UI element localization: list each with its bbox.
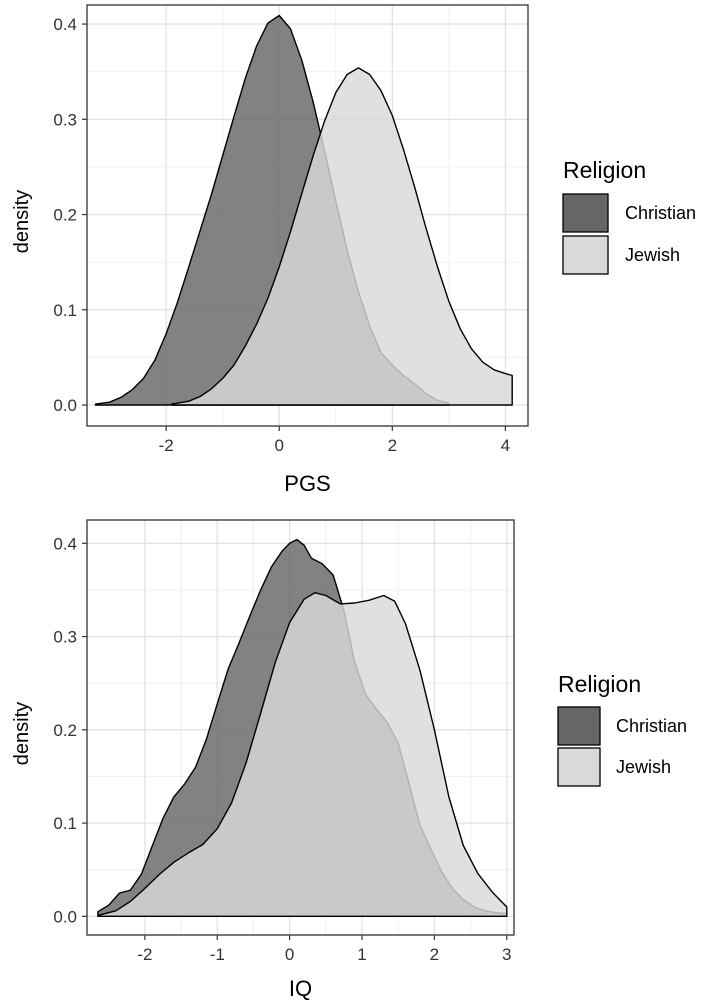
chart-panel-2 [82, 519, 601, 940]
y-tick-label: 0.2 [53, 206, 77, 225]
x-tick-label: 2 [430, 945, 439, 964]
y-axis-title: density [11, 190, 33, 253]
y-tick-label: 0.4 [53, 534, 77, 553]
x-axis-title: IQ [289, 976, 312, 1000]
legend-key-jewish [557, 747, 601, 787]
y-axis-title: density [11, 702, 33, 765]
legend-key-christian [562, 193, 609, 233]
plot-border [86, 4, 529, 427]
y-tick-label: 0.1 [53, 301, 77, 320]
chart-panel-1 [82, 4, 609, 431]
x-tick-label: 3 [502, 945, 511, 964]
x-tick-label: 4 [501, 436, 510, 455]
y-tick-label: 0.2 [53, 721, 77, 740]
x-axis-title: PGS [284, 471, 330, 496]
density-area-jewish [171, 67, 513, 406]
x-tick-label: 1 [357, 945, 366, 964]
legend-label-christian: Christian [625, 203, 696, 223]
legend-title: Religion [563, 157, 646, 183]
y-tick-label: 0.0 [53, 396, 77, 415]
density-area-jewish [97, 592, 508, 917]
legend-label-christian: Christian [616, 716, 687, 736]
x-tick-label: 0 [285, 945, 294, 964]
legend-label-jewish: Jewish [616, 757, 671, 777]
legend-key-jewish [562, 235, 609, 275]
y-tick-label: 0.1 [53, 814, 77, 833]
x-tick-label: -2 [137, 945, 152, 964]
y-tick-label: 0.3 [53, 110, 77, 129]
legend-key-christian [557, 706, 601, 746]
x-tick-label: -1 [210, 945, 225, 964]
legend-title: Religion [558, 671, 641, 697]
x-tick-label: 0 [274, 436, 283, 455]
y-tick-label: 0.0 [53, 907, 77, 926]
legend-label-jewish: Jewish [625, 245, 680, 265]
y-tick-label: 0.4 [53, 15, 77, 34]
y-tick-label: 0.3 [53, 628, 77, 647]
x-tick-label: 2 [388, 436, 397, 455]
plot-border [86, 519, 515, 936]
x-tick-label: -2 [159, 436, 174, 455]
